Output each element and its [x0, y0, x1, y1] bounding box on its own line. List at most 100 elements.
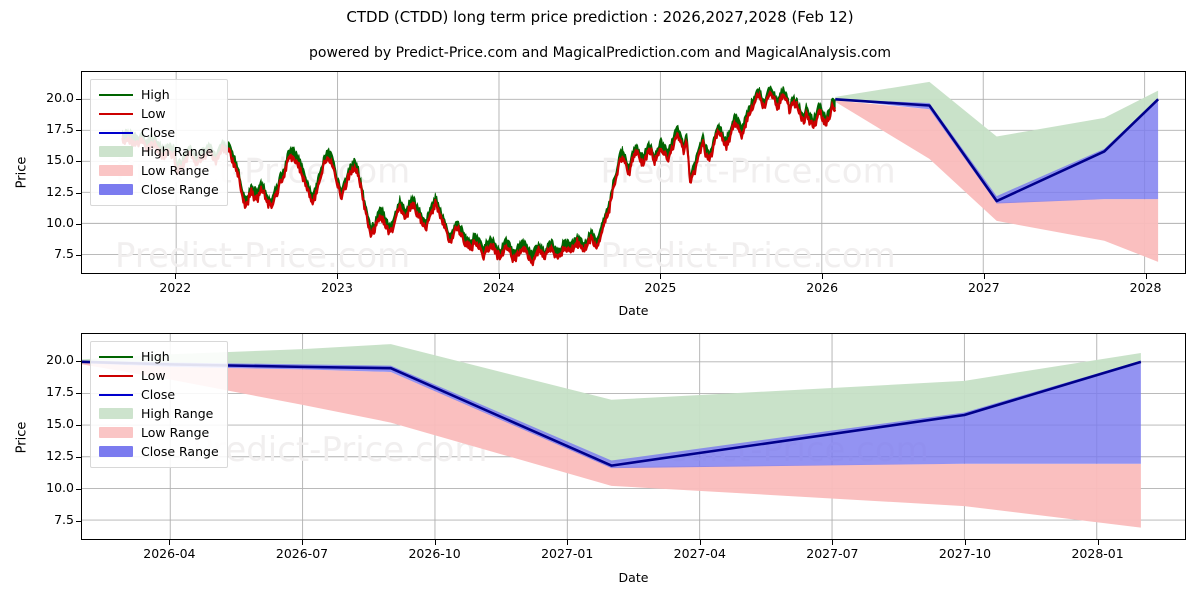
top-chart-legend: High Low Close High Range Low Range Close Ran…	[90, 79, 228, 206]
svg-text:Predict-Price.com: Predict-Price.com	[115, 236, 410, 273]
top-chart-plot: Predict-Price.com Predict-Price.com Predic…	[82, 72, 1185, 273]
high-range-band	[82, 344, 1141, 464]
x-axis-tick-mark	[699, 540, 701, 545]
bottom-legend-item-high-range: High Range	[99, 404, 219, 423]
top-legend-swatch-close-icon	[99, 126, 133, 139]
top-legend-label: Low Range	[141, 163, 210, 178]
y-axis-tick-label: 12.5	[46, 183, 74, 199]
x-axis-tick-mark	[302, 540, 303, 545]
top-chart-panel: Predict-Price.com Predict-Price.com Predic…	[81, 71, 1186, 274]
top-legend-label: High Range	[141, 144, 214, 159]
x-axis-tick-mark	[337, 274, 339, 279]
close-range-band	[82, 360, 1141, 469]
x-axis-tick-mark	[832, 540, 834, 545]
x-axis-tick-label: 2023	[321, 280, 353, 295]
svg-text:Predict-Price.com: Predict-Price.com	[600, 152, 895, 191]
y-axis-tick-label: 20.0	[46, 352, 74, 368]
top-legend-label: Close Range	[141, 182, 219, 197]
top-legend-swatch-low-range-icon	[99, 165, 133, 176]
x-axis-tick-label: 2027-01	[541, 546, 594, 561]
x-axis-tick-label: 2028	[1129, 280, 1162, 295]
bottom-legend-label: Close Range	[141, 444, 219, 459]
bottom-legend-item-low-range: Low Range	[99, 423, 219, 442]
bottom-legend-label: High	[141, 349, 170, 364]
x-axis-tick-mark	[822, 274, 824, 279]
bottom-legend-swatch-close-icon	[99, 388, 133, 401]
low-range-band	[835, 100, 1159, 262]
bottom-legend-item-low: Low	[99, 366, 219, 385]
y-axis-tick-label: 20.0	[46, 89, 74, 105]
bottom-x-axis-title: Date	[618, 570, 649, 585]
bottom-legend-label: High Range	[141, 406, 214, 421]
bottom-legend-swatch-low-range-icon	[99, 427, 133, 438]
y-axis-tick-label: 17.5	[46, 120, 74, 136]
top-legend-item-low-range: Low Range	[99, 161, 219, 180]
bottom-legend-label: Low	[141, 368, 166, 383]
top-legend-item-close: Close	[99, 123, 219, 142]
x-axis-tick-mark	[660, 274, 662, 279]
top-legend-label: Low	[141, 106, 166, 121]
top-x-axis-title: Date	[618, 303, 649, 318]
top-y-axis-title: Price	[14, 156, 30, 189]
x-axis-tick-mark	[567, 540, 569, 545]
top-legend-swatch-close-range-icon	[99, 184, 133, 195]
history-low-series-edge	[121, 90, 836, 264]
x-axis-tick-label: 2026	[806, 280, 839, 295]
top-legend-label: High	[141, 87, 170, 102]
y-axis-tick-label: 15.0	[46, 152, 74, 168]
top-legend-swatch-high-icon	[99, 88, 133, 101]
x-axis-tick-label: 2026-10	[408, 546, 461, 561]
x-axis-tick-mark	[1145, 274, 1147, 279]
y-axis-tick-label: 7.5	[54, 246, 74, 262]
bottom-legend-swatch-close-range-icon	[99, 446, 133, 457]
x-axis-tick-label: 2027-04	[673, 546, 726, 561]
x-axis-tick-mark	[169, 540, 171, 545]
y-axis-tick-label: 7.5	[54, 511, 74, 527]
svg-text:Predict-Price.com: Predict-Price.com	[600, 236, 895, 273]
page-title: CTDD (CTDD) long term price prediction :…	[346, 8, 854, 26]
top-legend-item-close-range: Close Range	[99, 180, 219, 199]
x-axis-tick-mark	[498, 274, 500, 279]
x-axis-tick-label: 2027-07	[806, 546, 859, 561]
x-axis-tick-label: 2026-04	[143, 546, 196, 561]
top-legend-swatch-high-range-icon	[99, 146, 133, 157]
top-legend-label: Close	[141, 125, 176, 140]
x-axis-tick-label: 2022	[159, 280, 192, 295]
bottom-legend-item-close: Close	[99, 385, 219, 404]
y-axis-tick-label: 10.0	[46, 479, 74, 495]
x-axis-tick-mark	[1097, 540, 1099, 545]
low-range-band	[82, 362, 1141, 528]
high-range-band	[835, 81, 1159, 199]
x-axis-tick-label: 2027-10	[938, 546, 992, 561]
close-range-band	[835, 98, 1159, 204]
bottom-legend-label: Low Range	[141, 425, 210, 440]
y-axis-tick-label: 17.5	[46, 384, 74, 400]
x-axis-tick-mark	[965, 540, 966, 545]
page-subtitle: powered by Predict-Price.com and Magical…	[309, 45, 891, 61]
y-axis-tick-label: 10.0	[46, 214, 74, 230]
x-axis-tick-label: 2028-01	[1071, 546, 1124, 561]
close-forecast-line	[835, 98, 1160, 203]
bottom-chart-legend: High Low Close High Range Low Range Close Ran…	[90, 341, 228, 468]
top-legend-item-high: High	[99, 85, 219, 104]
top-legend-item-low: Low	[99, 104, 219, 123]
x-axis-tick-mark	[175, 274, 177, 279]
top-legend-item-high-range: High Range	[99, 142, 219, 161]
x-axis-tick-label: 2025	[644, 280, 677, 295]
y-axis-tick-label: 12.5	[46, 447, 74, 463]
bottom-legend-swatch-low-icon	[99, 369, 133, 382]
x-axis-tick-mark	[983, 274, 985, 279]
y-axis-tick-label: 15.0	[46, 416, 74, 431]
x-axis-tick-mark	[434, 540, 436, 545]
x-axis-tick-label: 2024	[482, 280, 515, 295]
bottom-legend-swatch-high-range-icon	[99, 408, 133, 419]
bottom-y-axis-title: Price	[14, 421, 30, 454]
svg-text:Predict-Price.com: Predict-Price.com	[192, 430, 487, 469]
bottom-legend-item-close-range: Close Range	[99, 442, 219, 461]
x-axis-tick-label: 2026-07	[275, 546, 329, 561]
top-legend-swatch-low-icon	[99, 107, 133, 120]
x-axis-tick-label: 2027	[967, 280, 1000, 295]
